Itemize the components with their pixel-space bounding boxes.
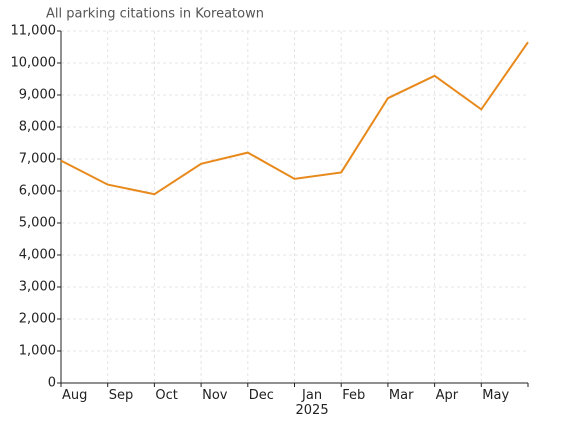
y-tick-label: 11,000 — [11, 24, 57, 39]
chart-title: All parking citations in Koreatown — [46, 7, 264, 22]
y-tick-label: 8,000 — [19, 120, 56, 135]
y-tick-label: 1,000 — [19, 344, 56, 359]
y-tick-label: 5,000 — [19, 216, 56, 231]
y-tick-label: 10,000 — [11, 56, 57, 71]
y-tick-label: 4,000 — [19, 248, 56, 263]
x-tick-label: Oct — [155, 388, 178, 403]
y-tick-label: 0 — [48, 376, 56, 391]
x-tick-label: May — [482, 388, 510, 403]
x-tick-label: Aug — [62, 388, 88, 403]
x-tick-label: Dec — [248, 388, 274, 403]
x-tick-label: Jan 2025 — [295, 388, 329, 418]
x-tick-label: Nov — [202, 388, 228, 403]
x-tick-label: Mar — [388, 388, 414, 403]
y-tick-label: 7,000 — [19, 152, 56, 167]
x-tick-label: Apr — [435, 388, 459, 403]
y-tick-label: 6,000 — [19, 184, 56, 199]
x-tick-label: Feb — [342, 388, 366, 403]
data-line — [60, 41, 529, 196]
y-tick-label: 9,000 — [19, 88, 56, 103]
y-tick-label: 3,000 — [19, 280, 56, 295]
y-tick-label: 2,000 — [19, 312, 56, 327]
x-tick-label: Sep — [108, 388, 134, 403]
